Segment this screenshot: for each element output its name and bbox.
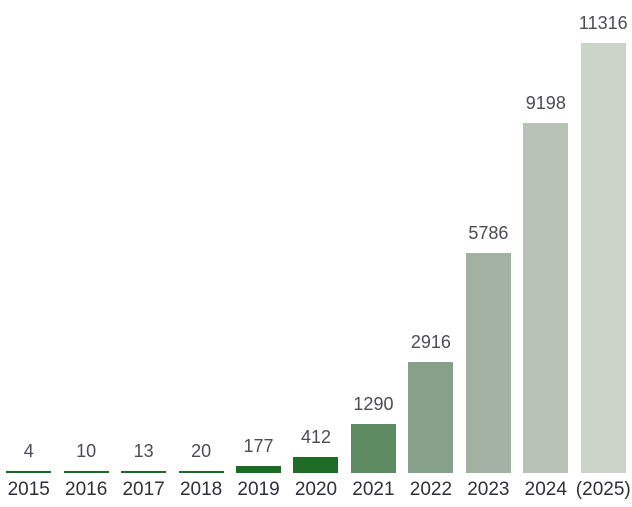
category-label: 2020 xyxy=(294,479,338,500)
category-label: 2023 xyxy=(467,479,510,500)
category-label: 2015 xyxy=(7,479,50,500)
bar-value-label: 10 xyxy=(76,441,97,461)
bar-column-2021: 1290 2021 xyxy=(345,0,402,507)
bar-2021 xyxy=(350,424,396,473)
bar-2019 xyxy=(236,466,282,473)
bar-2016 xyxy=(63,471,109,473)
bar-column-2022: 2916 2022 xyxy=(402,0,459,507)
bar-stack: 11316 xyxy=(575,0,632,473)
bar-column-2023: 5786 2023 xyxy=(460,0,517,507)
bar-2020 xyxy=(293,457,339,473)
bar-2017 xyxy=(121,471,167,473)
bar-value-label: 1290 xyxy=(353,394,394,414)
bar-2018 xyxy=(178,471,224,473)
bar-value-label: 11316 xyxy=(578,13,628,33)
bar-value-label: 177 xyxy=(243,436,274,456)
bar-2023 xyxy=(465,253,511,473)
bar-value-label: 9198 xyxy=(525,93,566,113)
category-label: 2019 xyxy=(237,479,280,500)
bar-stack: 177 xyxy=(230,0,287,473)
bar-stack: 1290 xyxy=(345,0,402,473)
bar-stack: 5786 xyxy=(460,0,517,473)
category-label: 2017 xyxy=(122,479,165,500)
bar-stack: 412 xyxy=(287,0,344,473)
bar-stack: 9198 xyxy=(517,0,574,473)
bar-value-label: 2916 xyxy=(410,332,451,352)
bar-value-label: 20 xyxy=(191,441,212,461)
bar-(2025) xyxy=(580,43,626,473)
category-label: (2025) xyxy=(575,479,631,500)
bar-value-label: 5786 xyxy=(468,223,509,243)
bar-value-label: 412 xyxy=(300,427,332,447)
bar-column-2015: 4 2015 xyxy=(0,0,57,507)
bar-stack: 10 xyxy=(57,0,114,473)
bar-column-2020: 412 2020 xyxy=(287,0,344,507)
bar-column-2018: 20 2018 xyxy=(172,0,229,507)
category-label: 2021 xyxy=(352,479,395,500)
bar-stack: 13 xyxy=(115,0,172,473)
bar-stack: 20 xyxy=(172,0,229,473)
bar-column-2016: 10 2016 xyxy=(57,0,114,507)
bar-value-label: 13 xyxy=(133,441,154,461)
bar-2024 xyxy=(523,123,569,473)
bar-2022 xyxy=(408,362,454,473)
category-label: 2018 xyxy=(179,479,223,500)
bar-column-2024: 9198 2024 xyxy=(517,0,574,507)
bar-column-2017: 13 2017 xyxy=(115,0,172,507)
bar-stack: 2916 xyxy=(402,0,459,473)
category-label: 2016 xyxy=(65,479,108,500)
category-label: 2022 xyxy=(409,479,453,500)
bar-stack: 4 xyxy=(0,0,57,473)
bar-column-(2025): 11316 (2025) xyxy=(575,0,632,507)
bar-column-2019: 177 2019 xyxy=(230,0,287,507)
bar-value-label: 4 xyxy=(23,441,34,461)
bar-2015 xyxy=(6,471,52,473)
category-label: 2024 xyxy=(524,479,567,500)
